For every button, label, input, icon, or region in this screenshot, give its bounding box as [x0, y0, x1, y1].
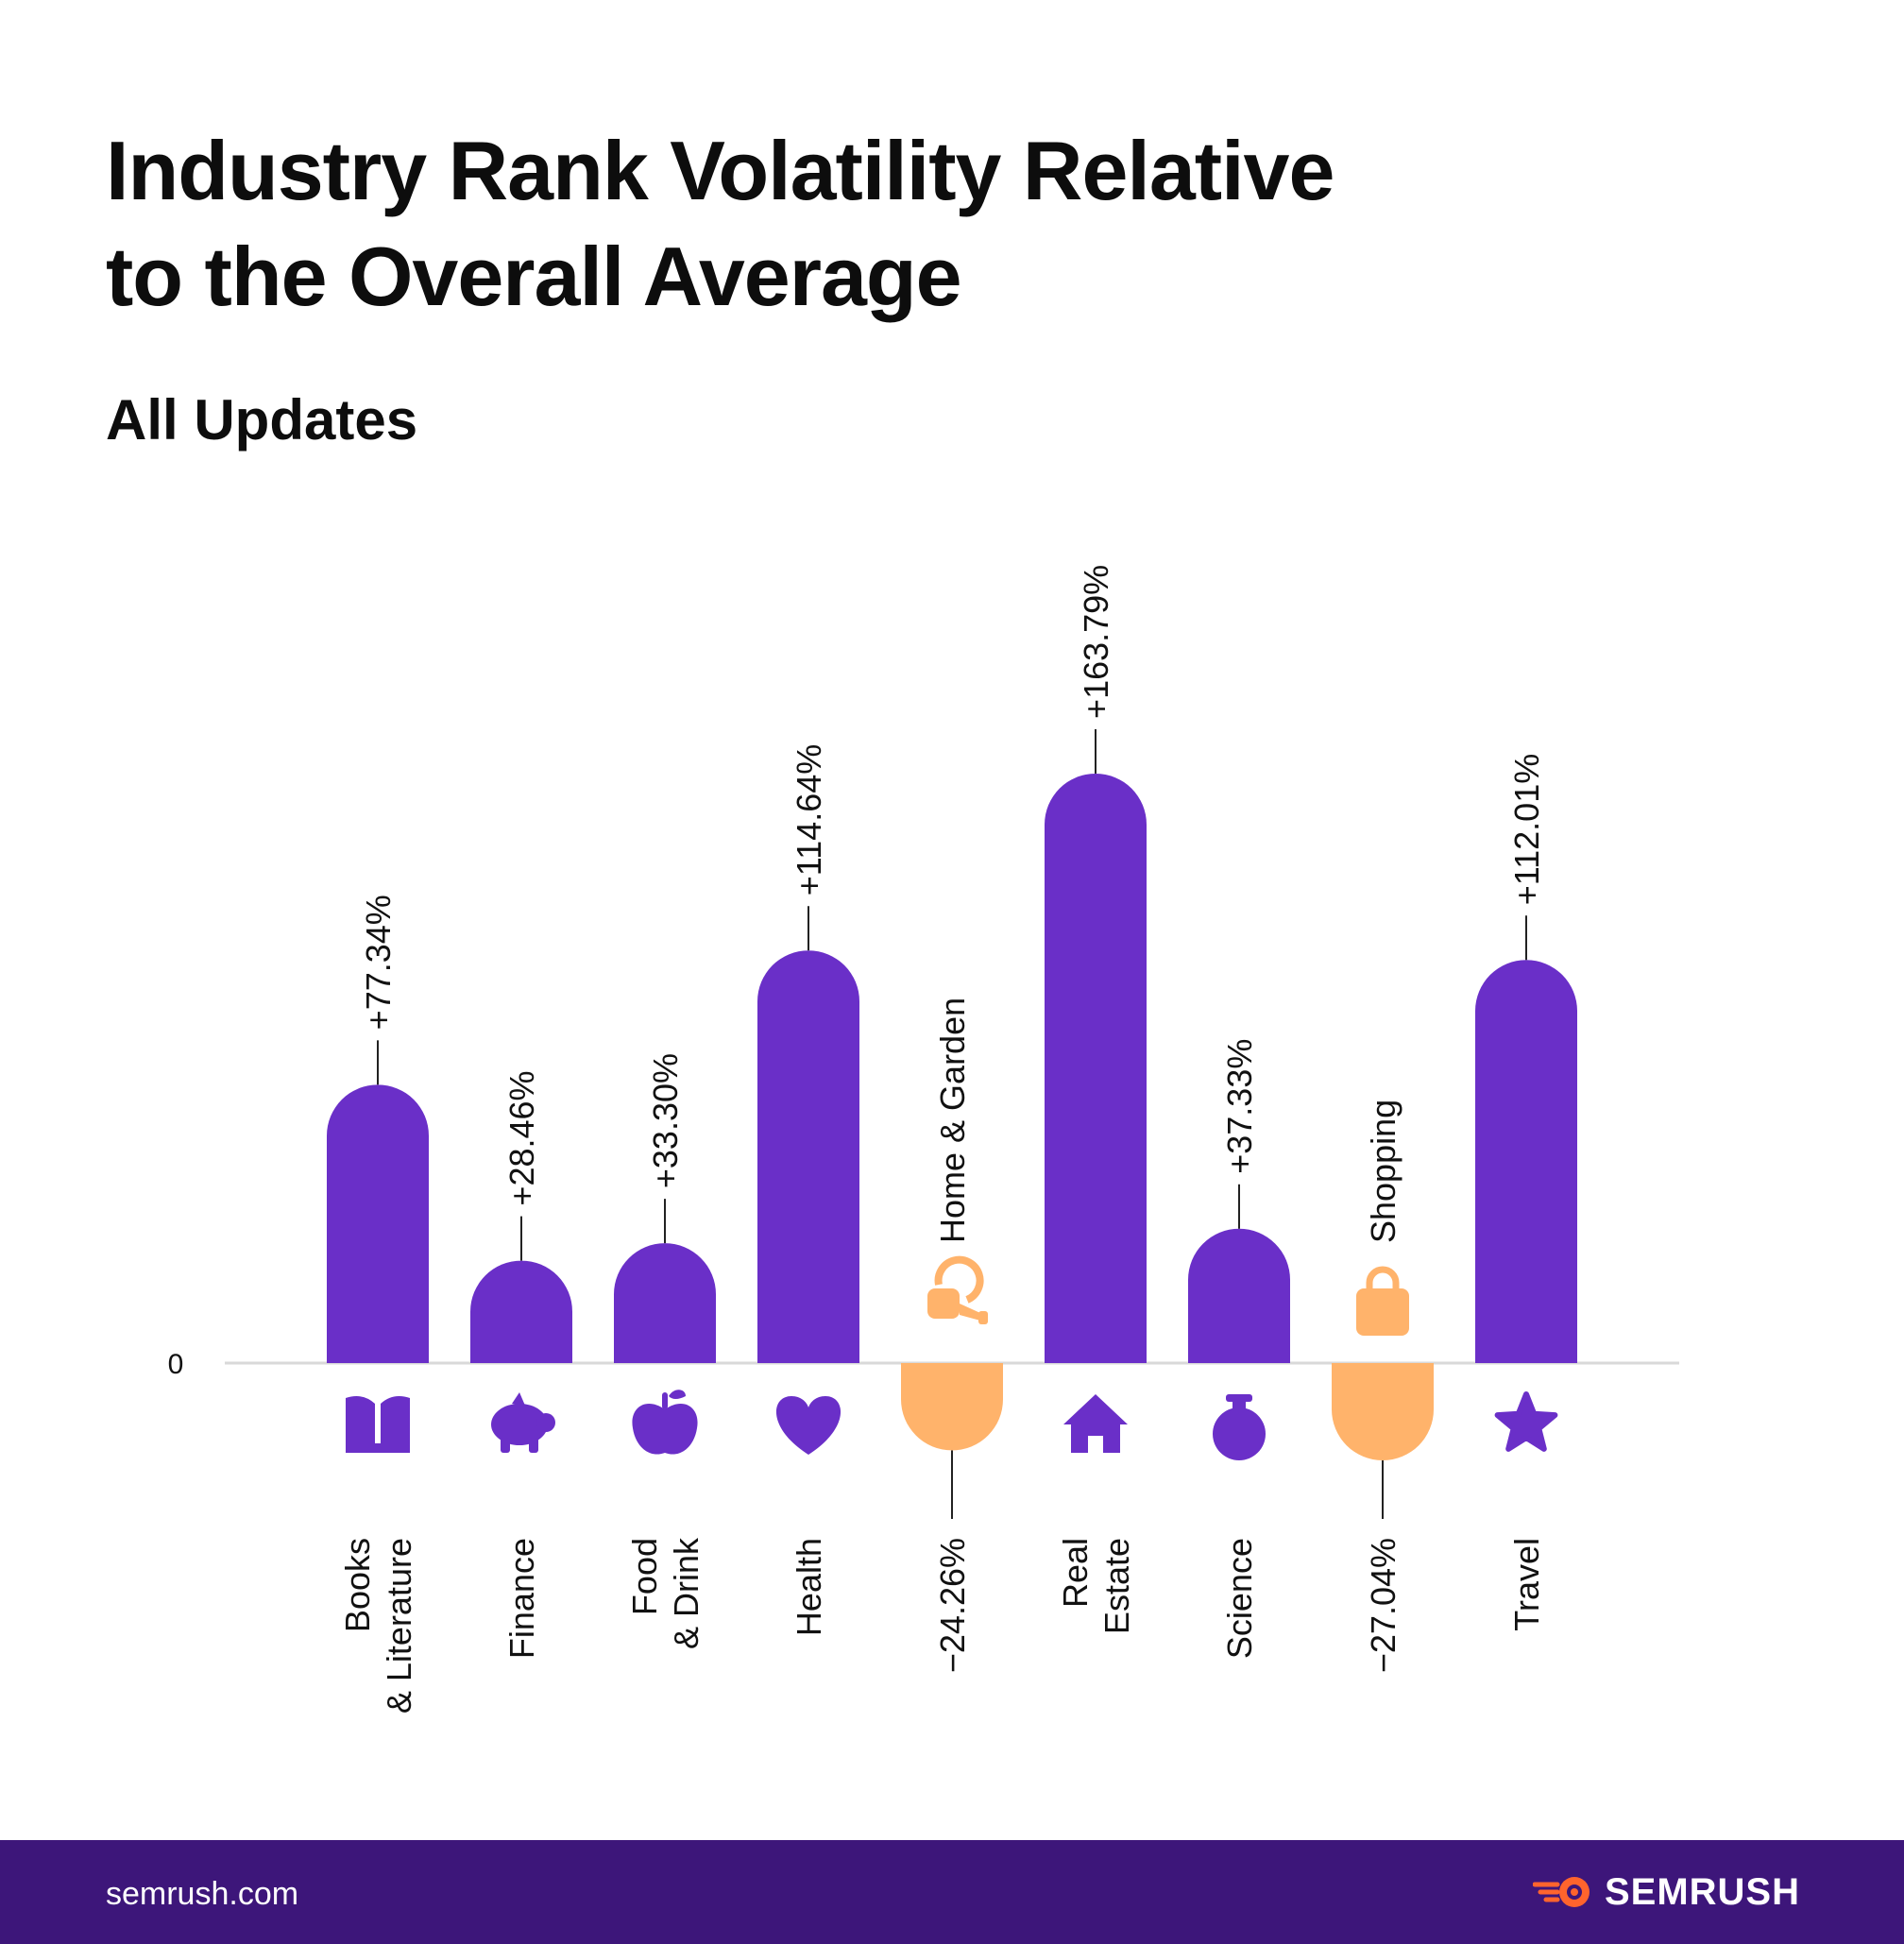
shopping-bag-icon: [1356, 1266, 1409, 1336]
bar: [614, 1243, 716, 1363]
value-label: +114.64%: [790, 744, 828, 895]
bar: [1332, 1363, 1434, 1461]
title-line-2: to the Overall Average: [106, 230, 962, 323]
value-label: +37.33%: [1220, 1039, 1259, 1174]
category-label: Shopping: [1364, 1100, 1402, 1243]
category-label: Books& Literature: [338, 1538, 418, 1714]
value-label: +33.30%: [646, 1053, 685, 1188]
category-label: Finance: [502, 1538, 541, 1659]
value-label: −24.26%: [933, 1538, 972, 1673]
title-line-1: Industry Rank Volatility Relative: [106, 124, 1334, 217]
apple-icon: [632, 1390, 698, 1455]
zero-tick-label: 0: [168, 1349, 184, 1380]
flask-icon: [1213, 1394, 1266, 1460]
footer: semrush.com SEMRUSH: [0, 1840, 1904, 1944]
category-label: Food& Drink: [625, 1537, 706, 1649]
bar: [901, 1363, 1003, 1451]
value-label: +163.79%: [1077, 565, 1115, 719]
book-icon: [346, 1396, 410, 1453]
bar-chart: 0 +77.34% Books& Literature +28.46% Finance +…: [168, 565, 1679, 1714]
bar: [757, 950, 859, 1363]
value-label: −27.04%: [1364, 1538, 1402, 1673]
heart-icon: [775, 1396, 842, 1455]
bar: [1045, 773, 1147, 1363]
bar: [470, 1260, 572, 1363]
category-label: Home & Garden: [933, 998, 972, 1243]
chart-title: Industry Rank Volatility Relative to the…: [106, 118, 1617, 330]
semrush-logo-icon: [1532, 1877, 1590, 1907]
footer-url[interactable]: semrush.com: [106, 1876, 299, 1912]
bar: [1188, 1228, 1290, 1363]
brand-name: SEMRUSH: [1604, 1870, 1800, 1913]
chart-subtitle: All Updates: [106, 388, 418, 452]
star-icon: [1494, 1391, 1558, 1452]
category-label: RealEstate: [1056, 1538, 1136, 1634]
piggy-bank-icon: [491, 1392, 555, 1453]
bar: [1475, 960, 1577, 1363]
value-label: +28.46%: [502, 1070, 541, 1205]
house-icon: [1063, 1394, 1128, 1453]
value-label: +112.01%: [1507, 754, 1546, 905]
category-label: Health: [790, 1538, 828, 1636]
category-label: Travel: [1507, 1538, 1546, 1631]
category-label: Science: [1220, 1538, 1259, 1659]
value-label: +77.34%: [359, 895, 398, 1030]
semrush-logo: SEMRUSH: [1532, 1868, 1800, 1916]
watering-can-icon: [927, 1255, 988, 1324]
bar: [327, 1084, 429, 1363]
